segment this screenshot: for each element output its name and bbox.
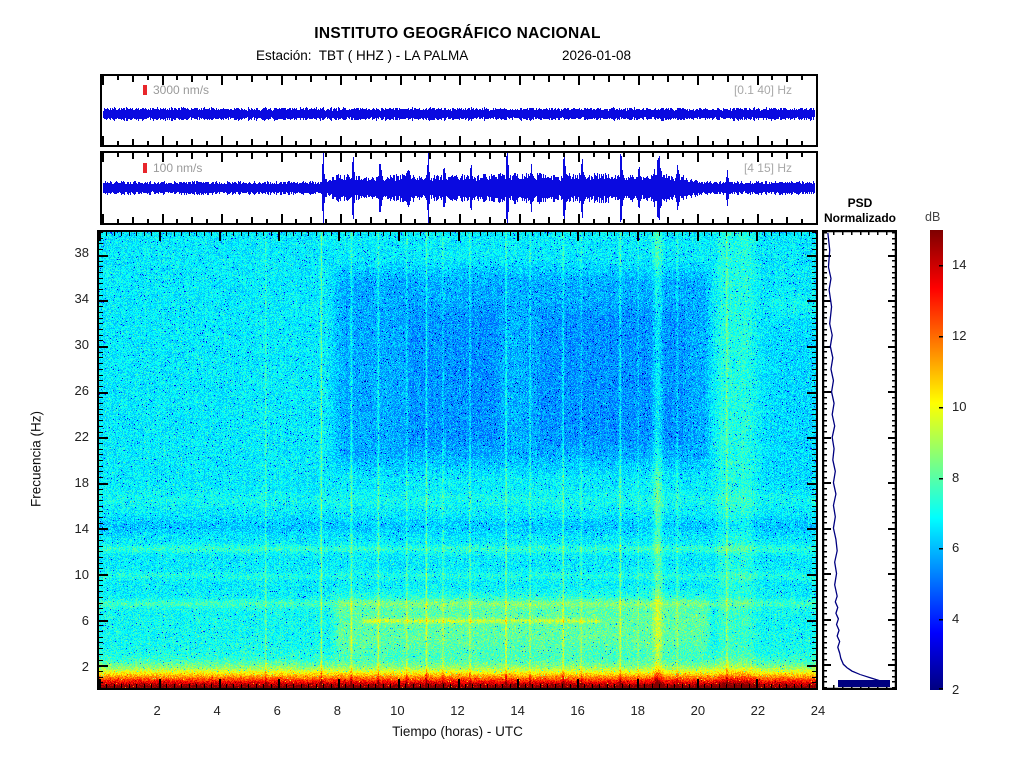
colorbar-tick-label: 14 (952, 257, 967, 273)
colorbar-tick-label: 6 (952, 540, 960, 556)
filtered-trace-panel (100, 151, 818, 225)
psd-title-line1: PSD (847, 196, 873, 210)
y-tick-label: 22 (74, 429, 89, 444)
figure-title: INSTITUTO GEOGRÁFICO NACIONAL (314, 25, 601, 42)
y-tick-label: 26 (74, 383, 89, 398)
x-tick-label: 24 (810, 703, 826, 718)
y-tick-label: 10 (74, 567, 89, 582)
x-tick-label: 16 (570, 703, 585, 718)
trace1-filter-label: [0.1 40] Hz (733, 83, 792, 97)
colorbar-tick-label: 10 (952, 398, 967, 414)
y-tick-label: 34 (74, 291, 89, 306)
trace2-filter-label: [4 15] Hz (743, 161, 792, 175)
trace2-scale-bar-icon (143, 163, 147, 173)
y-tick-label: 30 (74, 337, 89, 352)
y-axis-title: Frecuencia (Hz) (28, 410, 44, 508)
broadband-trace-panel (100, 74, 818, 147)
x-tick-label: 20 (690, 703, 706, 718)
y-tick-label: 18 (74, 475, 89, 490)
colorbar-tick-label: 2 (952, 682, 960, 697)
trace2-scale-label: 100 nm/s (153, 161, 203, 175)
x-axis-title: Tiempo (horas) - UTC (392, 724, 523, 739)
psd-panel (822, 230, 897, 690)
trace1-scale-bar-icon (143, 85, 147, 95)
y-tick-label: 14 (74, 521, 89, 536)
colorbar (930, 230, 947, 690)
x-tick-label: 6 (273, 703, 281, 718)
colorbar-tick-label: 12 (952, 328, 967, 344)
x-tick-label: 22 (750, 703, 766, 718)
y-tick-label: 6 (81, 613, 89, 628)
x-tick-label: 12 (450, 703, 465, 718)
spectrogram-heatmap (97, 230, 818, 690)
x-tick-label: 4 (213, 703, 221, 718)
y-tick-label: 38 (74, 245, 89, 260)
x-tick-label: 14 (510, 703, 525, 718)
x-tick-label: 8 (333, 703, 341, 718)
x-tick-label: 10 (390, 703, 405, 718)
station-subtitle: Estación: TBT ( HHZ ) - LA PALMA (256, 48, 469, 63)
trace1-scale-label: 3000 nm/s (153, 83, 210, 97)
x-tick-label: 2 (153, 703, 161, 718)
colorbar-tick-label: 8 (952, 469, 960, 485)
y-tick-label: 2 (81, 659, 89, 674)
date-label: 2026-01-08 (562, 48, 632, 63)
colorbar-unit-label: dB (925, 210, 941, 224)
psd-title-line2: Normalizado (823, 211, 896, 225)
colorbar-tick-label: 4 (952, 611, 960, 627)
x-tick-label: 18 (630, 703, 645, 718)
